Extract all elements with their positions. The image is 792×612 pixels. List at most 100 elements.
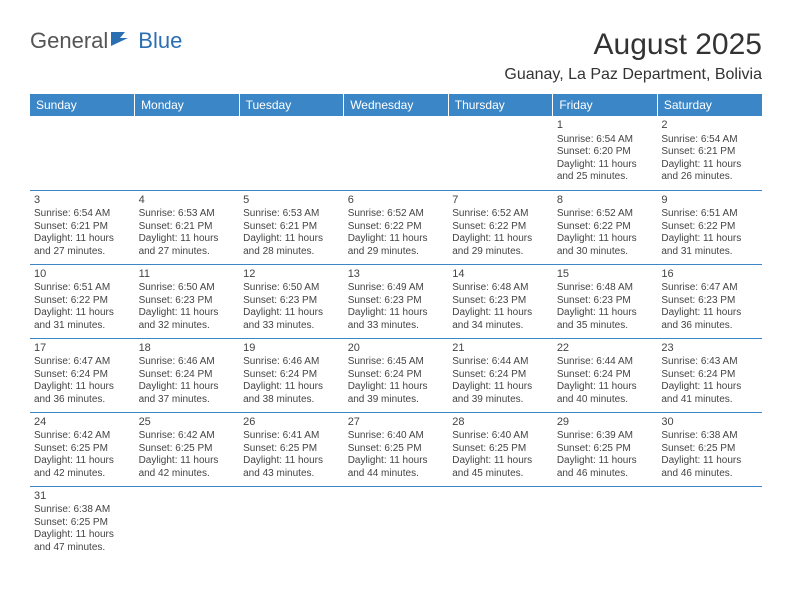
calendar-cell: 9Sunrise: 6:51 AMSunset: 6:22 PMDaylight… [657,190,762,264]
daylight-line: Daylight: 11 hours and 25 minutes. [557,159,654,184]
day-number: 28 [452,416,549,430]
sunset-line: Sunset: 6:23 PM [139,295,236,308]
calendar-cell: 29Sunrise: 6:39 AMSunset: 6:25 PMDayligh… [553,412,658,486]
day-number: 22 [557,342,654,356]
day-number: 7 [452,194,549,208]
calendar-cell [239,486,344,560]
day-number: 14 [452,268,549,282]
calendar-cell: 17Sunrise: 6:47 AMSunset: 6:24 PMDayligh… [30,338,135,412]
calendar-cell: 25Sunrise: 6:42 AMSunset: 6:25 PMDayligh… [135,412,240,486]
sunset-line: Sunset: 6:25 PM [34,443,131,456]
daylight-line: Daylight: 11 hours and 29 minutes. [348,233,445,258]
calendar-cell [30,116,135,190]
sunrise-line: Sunrise: 6:53 AM [243,208,340,221]
calendar-cell: 20Sunrise: 6:45 AMSunset: 6:24 PMDayligh… [344,338,449,412]
sunrise-line: Sunrise: 6:40 AM [348,430,445,443]
sunset-line: Sunset: 6:25 PM [661,443,758,456]
calendar-cell: 27Sunrise: 6:40 AMSunset: 6:25 PMDayligh… [344,412,449,486]
sunrise-line: Sunrise: 6:39 AM [557,430,654,443]
sunrise-line: Sunrise: 6:54 AM [661,134,758,147]
day-number: 15 [557,268,654,282]
sunset-line: Sunset: 6:23 PM [348,295,445,308]
sunset-line: Sunset: 6:24 PM [139,369,236,382]
calendar-cell [553,486,658,560]
daylight-line: Daylight: 11 hours and 31 minutes. [34,307,131,332]
calendar-cell [135,116,240,190]
logo-text-general: General [30,28,108,54]
sunrise-line: Sunrise: 6:48 AM [557,282,654,295]
sunset-line: Sunset: 6:24 PM [661,369,758,382]
day-number: 11 [139,268,236,282]
sunrise-line: Sunrise: 6:51 AM [34,282,131,295]
daylight-line: Daylight: 11 hours and 34 minutes. [452,307,549,332]
sunrise-line: Sunrise: 6:46 AM [243,356,340,369]
sunrise-line: Sunrise: 6:48 AM [452,282,549,295]
sunset-line: Sunset: 6:25 PM [34,517,131,530]
daylight-line: Daylight: 11 hours and 36 minutes. [34,381,131,406]
calendar-cell: 31Sunrise: 6:38 AMSunset: 6:25 PMDayligh… [30,486,135,560]
daylight-line: Daylight: 11 hours and 46 minutes. [661,455,758,480]
daylight-line: Daylight: 11 hours and 28 minutes. [243,233,340,258]
sunrise-line: Sunrise: 6:54 AM [34,208,131,221]
weekday-header: Sunday [30,94,135,116]
day-number: 25 [139,416,236,430]
sunset-line: Sunset: 6:25 PM [139,443,236,456]
daylight-line: Daylight: 11 hours and 26 minutes. [661,159,758,184]
daylight-line: Daylight: 11 hours and 29 minutes. [452,233,549,258]
sunset-line: Sunset: 6:25 PM [452,443,549,456]
flag-icon [110,28,136,54]
daylight-line: Daylight: 11 hours and 27 minutes. [34,233,131,258]
sunset-line: Sunset: 6:21 PM [243,221,340,234]
daylight-line: Daylight: 11 hours and 44 minutes. [348,455,445,480]
sunrise-line: Sunrise: 6:41 AM [243,430,340,443]
daylight-line: Daylight: 11 hours and 36 minutes. [661,307,758,332]
calendar-cell: 1Sunrise: 6:54 AMSunset: 6:20 PMDaylight… [553,116,658,190]
title-block: August 2025 Guanay, La Paz Department, B… [504,28,762,84]
day-number: 13 [348,268,445,282]
sunset-line: Sunset: 6:24 PM [34,369,131,382]
calendar-cell [135,486,240,560]
day-number: 18 [139,342,236,356]
calendar-cell: 23Sunrise: 6:43 AMSunset: 6:24 PMDayligh… [657,338,762,412]
sunset-line: Sunset: 6:24 PM [348,369,445,382]
sunrise-line: Sunrise: 6:47 AM [34,356,131,369]
calendar-cell: 13Sunrise: 6:49 AMSunset: 6:23 PMDayligh… [344,264,449,338]
calendar-cell: 16Sunrise: 6:47 AMSunset: 6:23 PMDayligh… [657,264,762,338]
calendar-cell: 30Sunrise: 6:38 AMSunset: 6:25 PMDayligh… [657,412,762,486]
sunrise-line: Sunrise: 6:52 AM [348,208,445,221]
sunset-line: Sunset: 6:22 PM [348,221,445,234]
calendar-cell: 14Sunrise: 6:48 AMSunset: 6:23 PMDayligh… [448,264,553,338]
calendar-cell: 15Sunrise: 6:48 AMSunset: 6:23 PMDayligh… [553,264,658,338]
day-number: 31 [34,490,131,504]
calendar-table: SundayMondayTuesdayWednesdayThursdayFrid… [30,94,762,560]
day-number: 1 [557,119,654,133]
day-number: 27 [348,416,445,430]
month-title: August 2025 [504,28,762,62]
day-number: 23 [661,342,758,356]
calendar-cell: 5Sunrise: 6:53 AMSunset: 6:21 PMDaylight… [239,190,344,264]
logo: General Blue [30,28,182,54]
day-number: 29 [557,416,654,430]
sunrise-line: Sunrise: 6:52 AM [452,208,549,221]
daylight-line: Daylight: 11 hours and 31 minutes. [661,233,758,258]
sunrise-line: Sunrise: 6:50 AM [139,282,236,295]
daylight-line: Daylight: 11 hours and 32 minutes. [139,307,236,332]
daylight-line: Daylight: 11 hours and 45 minutes. [452,455,549,480]
daylight-line: Daylight: 11 hours and 42 minutes. [139,455,236,480]
calendar-cell: 26Sunrise: 6:41 AMSunset: 6:25 PMDayligh… [239,412,344,486]
calendar-cell: 3Sunrise: 6:54 AMSunset: 6:21 PMDaylight… [30,190,135,264]
calendar-cell [239,116,344,190]
sunrise-line: Sunrise: 6:43 AM [661,356,758,369]
sunrise-line: Sunrise: 6:51 AM [661,208,758,221]
daylight-line: Daylight: 11 hours and 40 minutes. [557,381,654,406]
daylight-line: Daylight: 11 hours and 33 minutes. [348,307,445,332]
weekday-header: Saturday [657,94,762,116]
daylight-line: Daylight: 11 hours and 46 minutes. [557,455,654,480]
calendar-cell: 4Sunrise: 6:53 AMSunset: 6:21 PMDaylight… [135,190,240,264]
day-number: 4 [139,194,236,208]
calendar-cell: 21Sunrise: 6:44 AMSunset: 6:24 PMDayligh… [448,338,553,412]
calendar-cell [344,116,449,190]
daylight-line: Daylight: 11 hours and 43 minutes. [243,455,340,480]
sunrise-line: Sunrise: 6:52 AM [557,208,654,221]
daylight-line: Daylight: 11 hours and 35 minutes. [557,307,654,332]
